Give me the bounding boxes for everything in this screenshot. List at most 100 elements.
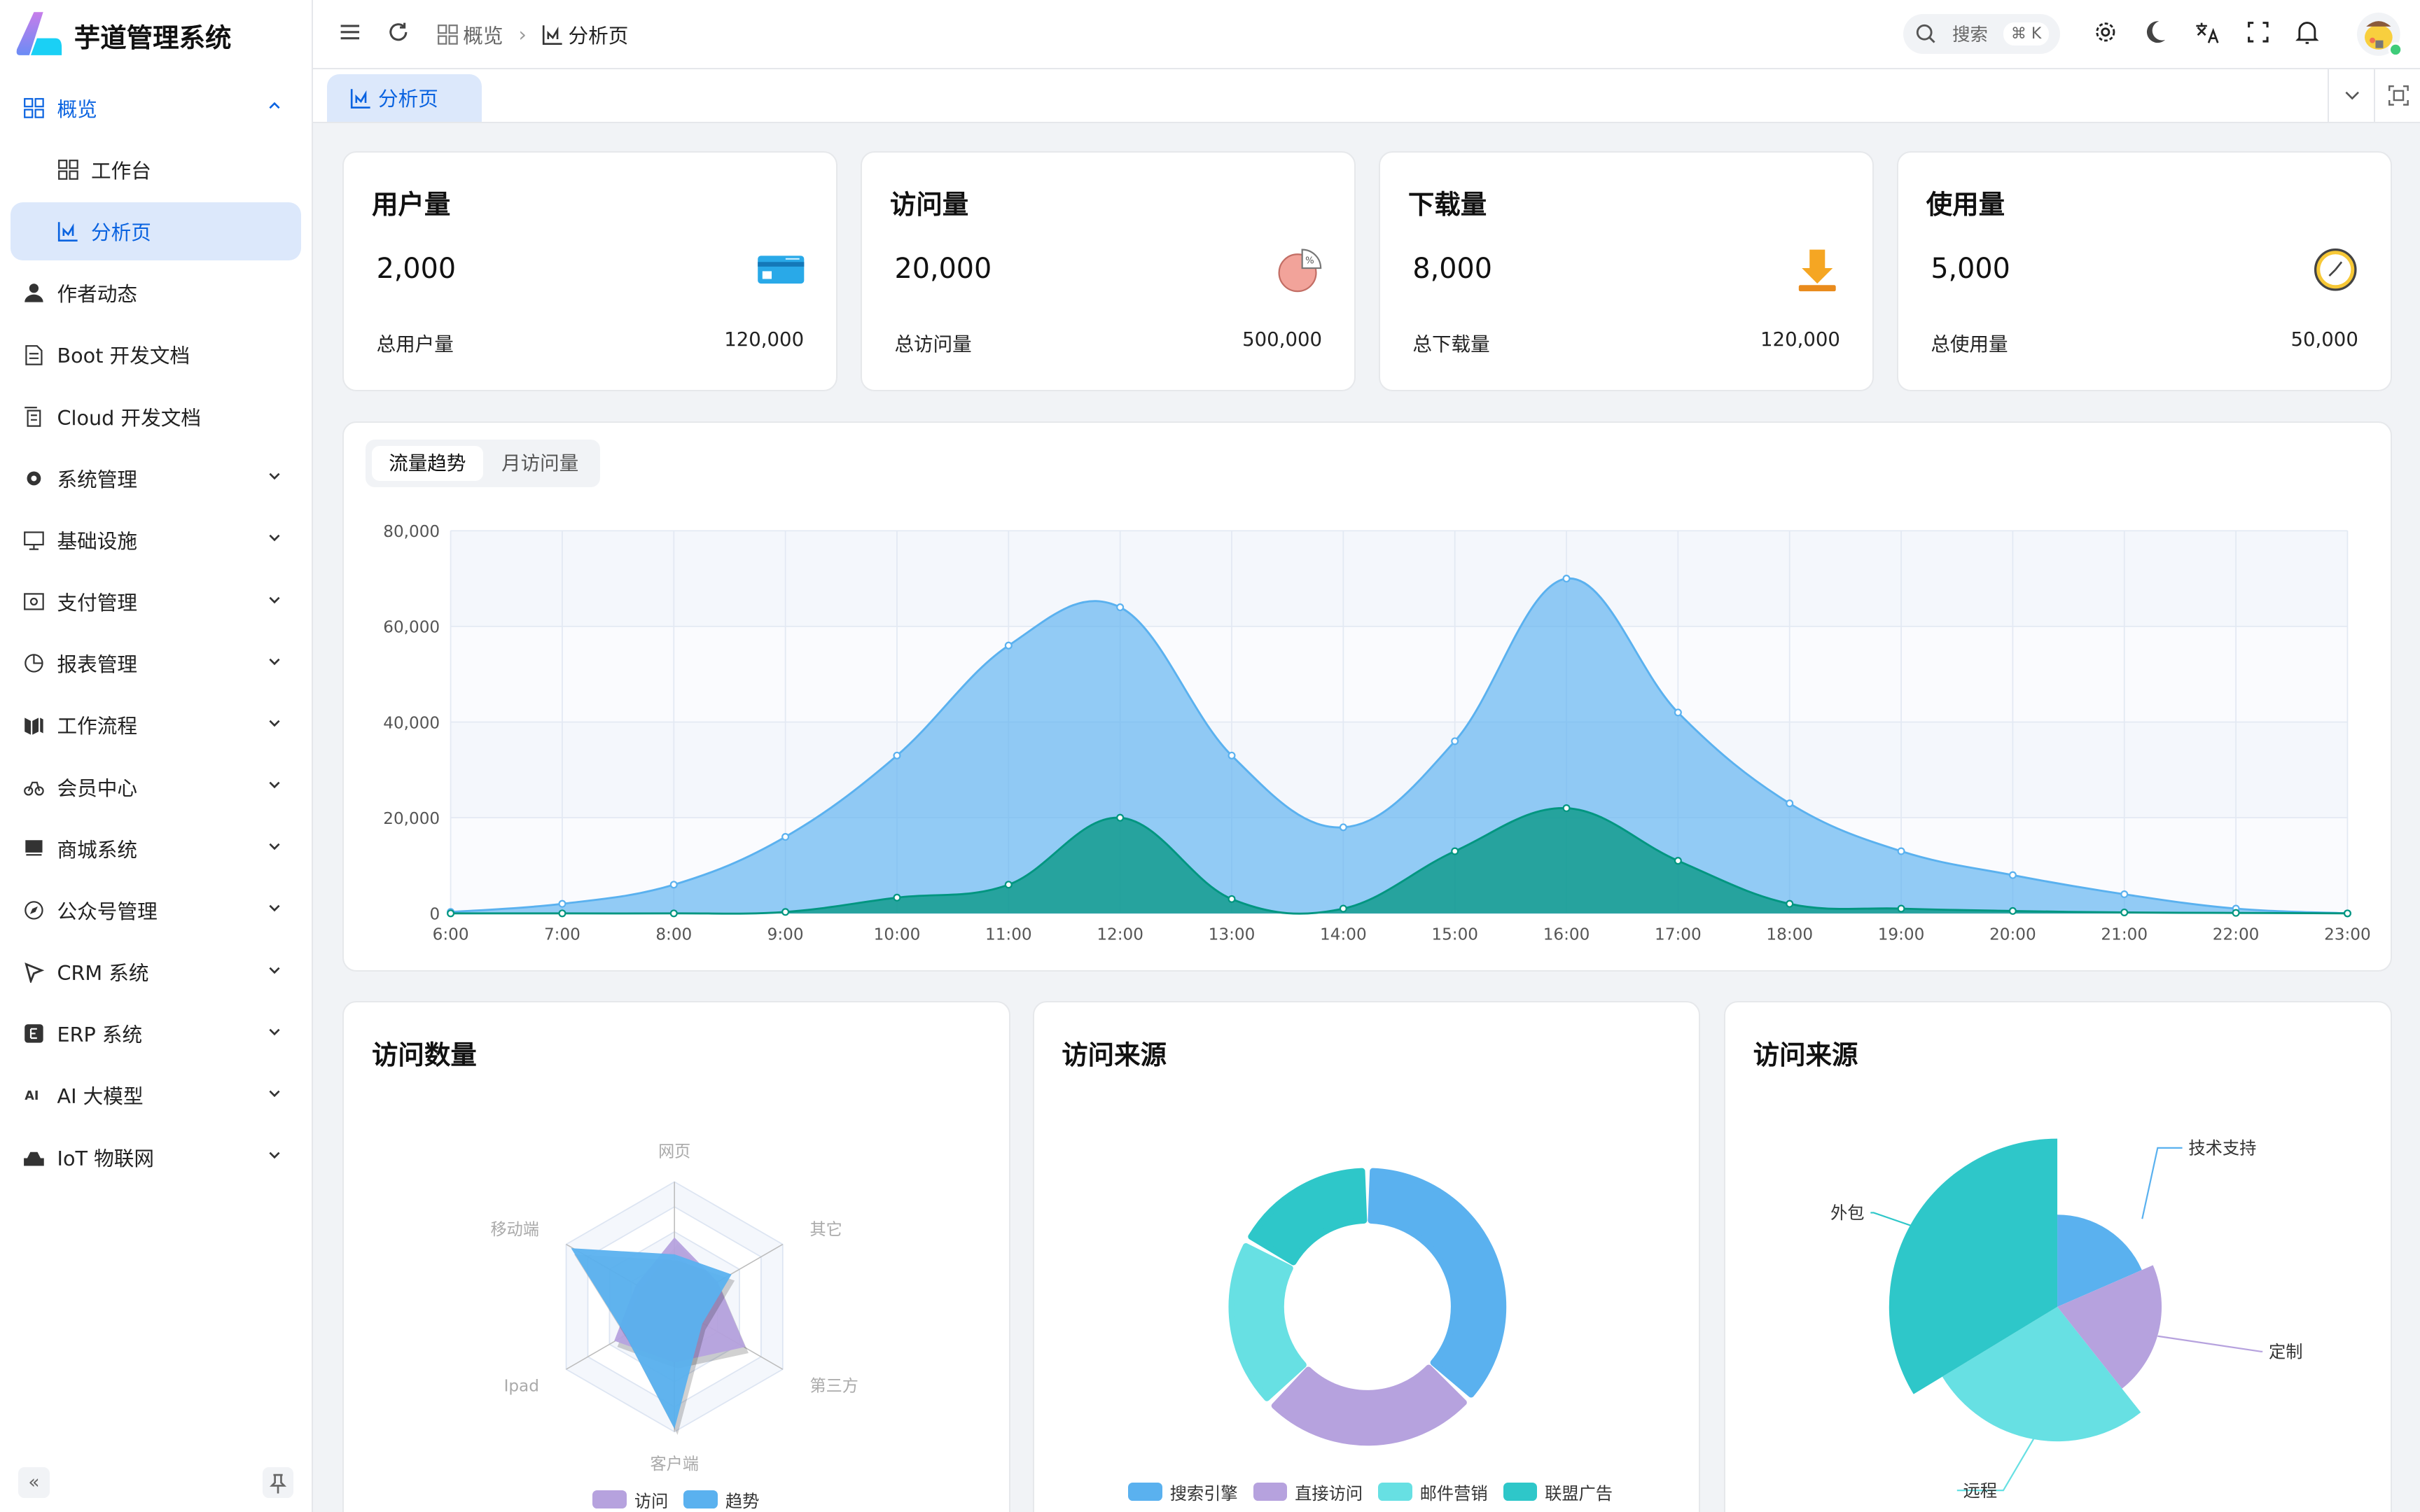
visit-count-card: 访问数量: [342, 1001, 1011, 1512]
sidebar-item-label: 会员中心: [57, 776, 138, 800]
pie-icon: [25, 654, 43, 673]
top-header: 概览 › 分析页 搜索 ⌘ K: [313, 0, 2420, 69]
payment-icon-wrap: [23, 591, 45, 612]
tab-analytics[interactable]: 分析页: [327, 74, 482, 122]
documents-icon-wrap: [23, 406, 45, 428]
tab-bar: 分析页: [313, 69, 2420, 124]
sidebar-item-0[interactable]: 概览: [11, 78, 300, 137]
avatar[interactable]: [2356, 12, 2403, 59]
shop-icon: [25, 840, 43, 856]
chevron-down-icon: [267, 1147, 282, 1167]
sidebar-item-10[interactable]: 工作流程: [11, 696, 300, 755]
stat-footer-label: 总用户量: [376, 333, 454, 356]
translate-icon[interactable]: [2193, 18, 2221, 46]
stat-card-2: 下载量 8,000 总下载量 120,000: [1379, 151, 1875, 392]
stat-value: 20,000: [894, 253, 992, 286]
breadcrumb-item-analytics[interactable]: 分析页: [568, 23, 629, 48]
stat-footer-label: 总下载量: [1412, 333, 1490, 356]
legend-item[interactable]: 访问: [592, 1488, 668, 1512]
sidebar-item-17[interactable]: IoT 物联网: [11, 1128, 300, 1186]
crm-icon-wrap: [23, 961, 45, 983]
pin-icon[interactable]: [262, 1467, 293, 1499]
sidebar-item-2[interactable]: 分析页: [11, 202, 301, 261]
gear-icon[interactable]: [2092, 18, 2120, 46]
chevron-down-icon: [267, 777, 282, 797]
shop-icon-wrap: [23, 838, 45, 860]
sidebar-item-11[interactable]: 会员中心: [11, 757, 300, 816]
maximize-content-button[interactable]: [2373, 69, 2420, 122]
sidebar-item-label: 报表管理: [57, 652, 138, 677]
sidebar-item-15[interactable]: ERP 系统: [11, 1004, 300, 1063]
sidebar-item-label: 商城系统: [57, 837, 138, 862]
stat-card-1: 访问量 20,000% 总访问量 500,000: [861, 151, 1356, 392]
sidebar-item-1[interactable]: 工作台: [11, 141, 300, 200]
iot-icon-wrap: [23, 1147, 45, 1168]
breadcrumb-item-overview[interactable]: 概览: [463, 23, 503, 48]
legend-item[interactable]: 趋势: [683, 1488, 759, 1512]
visit-source-donut-card: 访问来源: [1032, 1001, 1701, 1512]
moon-icon[interactable]: [2142, 18, 2170, 46]
gear-icon-wrap: [23, 468, 45, 489]
legend-label: 联盟广告: [1545, 1483, 1613, 1504]
legend-swatch: [683, 1490, 718, 1509]
tabs-dropdown-button[interactable]: [2327, 69, 2375, 122]
legend-label: 趋势: [725, 1490, 760, 1511]
search-shortcut: ⌘ K: [2003, 22, 2050, 46]
sidebar-item-3[interactable]: 作者动态: [11, 264, 300, 323]
tab-traffic-trend[interactable]: 流量趋势: [371, 445, 483, 482]
sidebar-item-label: Boot 开发文档: [57, 344, 190, 368]
chart-line-icon: [542, 24, 562, 45]
chevron-down-icon: [267, 654, 282, 673]
stat-footer-value: 120,000: [1760, 328, 1840, 351]
bell-icon[interactable]: [2293, 18, 2321, 46]
refresh-icon[interactable]: [384, 18, 412, 46]
legend-item[interactable]: 直接访问: [1253, 1480, 1363, 1504]
sidebar-item-16[interactable]: AI AI 大模型: [11, 1066, 300, 1125]
grid-icon: [437, 24, 458, 45]
grid-icon-wrap: [57, 159, 79, 181]
iot-icon: [24, 1152, 44, 1166]
search-button[interactable]: 搜索 ⌘ K: [1903, 13, 2061, 55]
chevron-up-icon: [267, 98, 282, 118]
sidebar-item-label: CRM 系统: [57, 961, 149, 986]
monitor-icon: [24, 531, 44, 550]
search-placeholder: 搜索: [1952, 24, 1988, 46]
sidebar-item-7[interactable]: 基础设施: [11, 511, 300, 570]
stat-value: 5,000: [1931, 253, 2010, 286]
sidebar-item-label: 分析页: [91, 220, 151, 245]
ai-icon: AI: [25, 1090, 39, 1104]
legend-item[interactable]: 搜索引擎: [1128, 1480, 1238, 1504]
menu-toggle-icon[interactable]: [336, 18, 364, 46]
workflow-icon: [25, 717, 43, 735]
svg-text:%: %: [1305, 256, 1314, 267]
sidebar-item-14[interactable]: CRM 系统: [11, 943, 300, 1002]
tab-monthly-visits[interactable]: 月访问量: [501, 451, 579, 475]
sidebar-item-label: 工作流程: [57, 714, 138, 738]
stat-card-0: 用户量 2,000 总用户量 120,000: [342, 151, 838, 392]
legend-item[interactable]: 联盟广告: [1503, 1480, 1613, 1504]
chevron-down-icon: [267, 1024, 282, 1044]
document-icon: [25, 344, 43, 365]
sidebar-item-label: Cloud 开发文档: [57, 405, 201, 430]
sidebar-item-8[interactable]: 支付管理: [11, 573, 300, 631]
chevron-down-icon: [267, 900, 282, 920]
sidebar-item-5[interactable]: Cloud 开发文档: [11, 387, 300, 446]
sidebar-item-4[interactable]: Boot 开发文档: [11, 326, 300, 384]
chevron-down-icon: [267, 962, 282, 982]
donut-legend: 搜索引擎 直接访问 邮件营销 联盟广告: [1128, 1480, 1613, 1504]
chart-line-icon: [57, 222, 78, 242]
workflow-icon-wrap: [23, 715, 45, 736]
chart-line-icon-wrap: [57, 220, 79, 242]
compass-icon-wrap: [23, 899, 45, 921]
sidebar-item-9[interactable]: 报表管理: [11, 634, 300, 693]
legend-item[interactable]: 邮件营销: [1378, 1480, 1488, 1504]
collapse-sidebar-button[interactable]: «: [18, 1467, 50, 1499]
chevron-down-icon: [267, 839, 282, 858]
sidebar-item-6[interactable]: 系统管理: [11, 449, 300, 507]
sidebar-item-13[interactable]: 公众号管理: [11, 881, 300, 940]
search-icon: [1917, 24, 1935, 43]
fullscreen-icon[interactable]: [2244, 18, 2272, 46]
sidebar-item-label: 公众号管理: [57, 899, 158, 923]
traffic-trend-card: 流量趋势 月访问量: [342, 421, 2392, 972]
sidebar-item-12[interactable]: 商城系统: [11, 819, 300, 878]
